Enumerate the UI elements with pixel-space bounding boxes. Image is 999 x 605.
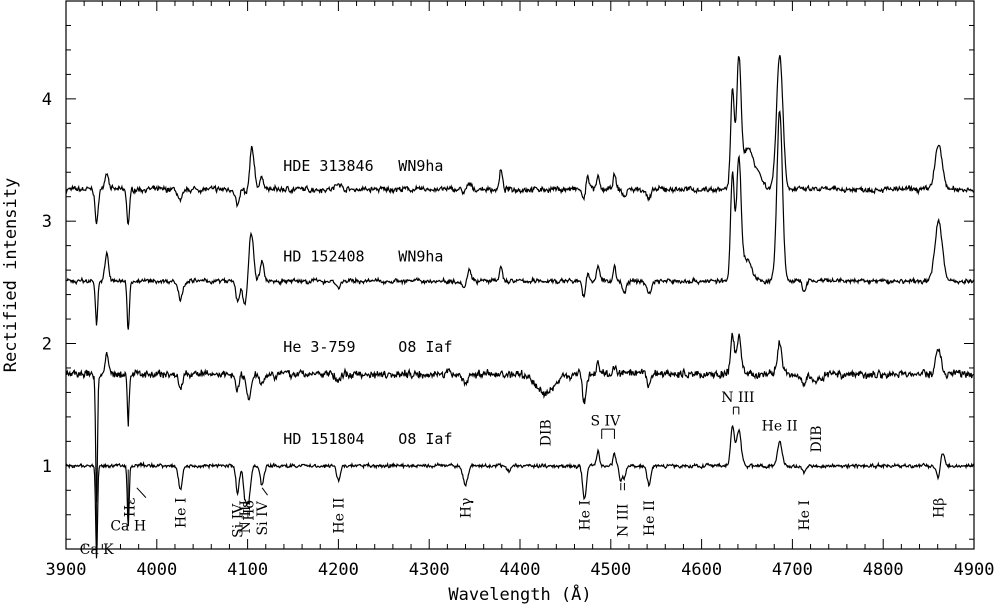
plot-border <box>65 0 975 550</box>
line-id-label: DIB <box>538 419 554 446</box>
y-tick-label: 3 <box>42 212 52 232</box>
spectral-type-label: O8 Iaf <box>398 338 452 356</box>
star-name-label: HD 152408 <box>283 248 364 266</box>
line-id-label: Hε <box>123 498 139 517</box>
line-id-label: He I <box>173 498 189 528</box>
x-tick-label: 4100 <box>227 560 268 580</box>
line-id-label: N III <box>616 504 632 537</box>
line-id-marker <box>261 487 268 496</box>
line-id-label: Hγ <box>459 498 475 519</box>
spectral-type-label: O8 Iaf <box>398 430 452 448</box>
spectrum-line <box>65 109 975 330</box>
line-id-label: DIB <box>809 425 825 452</box>
line-id-label: He I <box>797 500 813 530</box>
y-tick-label: 1 <box>42 457 52 477</box>
spectral-type-label: WN9ha <box>398 248 443 266</box>
line-id-label: Hδ <box>242 500 258 521</box>
y-axis-title: Rectified intensity <box>1 178 21 372</box>
line-id-marker <box>136 487 147 498</box>
x-tick-label: 4000 <box>136 560 177 580</box>
line-id-label: He II <box>762 418 798 434</box>
y-tick-label: 2 <box>42 335 52 355</box>
y-axis: 1 2 3 4 <box>42 24 974 540</box>
x-axis: 3900 4000 4100 4200 4300 4400 4500 4600 4700 4800… <box>46 1 995 580</box>
line-id-label: Si IV <box>255 500 271 535</box>
star-name-label: HD 151804 <box>283 430 364 448</box>
x-tick-label: 4400 <box>500 560 541 580</box>
x-tick-label: 4600 <box>681 560 722 580</box>
line-id-label: Ca H <box>110 519 146 535</box>
y-tick-label: 4 <box>42 90 52 110</box>
spectral-type-label: WN9ha <box>398 157 443 175</box>
spectra-series <box>65 55 975 559</box>
x-tick-label: 4900 <box>954 560 995 580</box>
spectrum-line <box>65 424 975 559</box>
x-tick-label: 4300 <box>409 560 450 580</box>
line-id-label: He I <box>577 500 593 530</box>
x-tick-label: 4800 <box>863 560 904 580</box>
line-id-label: Ca K <box>80 542 115 558</box>
line-id-label: He II <box>642 500 658 536</box>
spectrum-line <box>65 332 974 503</box>
line-id-label: N III <box>721 390 754 406</box>
line-id-label: Hβ <box>932 498 948 518</box>
star-name-label: HDE 313846 <box>283 157 373 175</box>
x-tick-label: 4700 <box>772 560 813 580</box>
line-id-label: N III <box>238 500 254 533</box>
line-id-label: He II <box>331 498 347 534</box>
plot-frame <box>65 0 975 550</box>
spectrum-line <box>65 55 975 226</box>
x-tick-label: 4500 <box>590 560 631 580</box>
star-labels: HDE 313846 WN9ha HD 152408 WN9ha He 3-759 O8 … <box>283 157 452 448</box>
star-name-label: He 3-759 <box>283 338 355 356</box>
line-id-label: S IV <box>591 413 622 429</box>
line-id-label: Si IV <box>231 503 247 538</box>
x-axis-title: Wavelength (Å) <box>448 583 591 605</box>
x-tick-label: 3900 <box>46 560 87 580</box>
x-tick-label: 4200 <box>318 560 359 580</box>
